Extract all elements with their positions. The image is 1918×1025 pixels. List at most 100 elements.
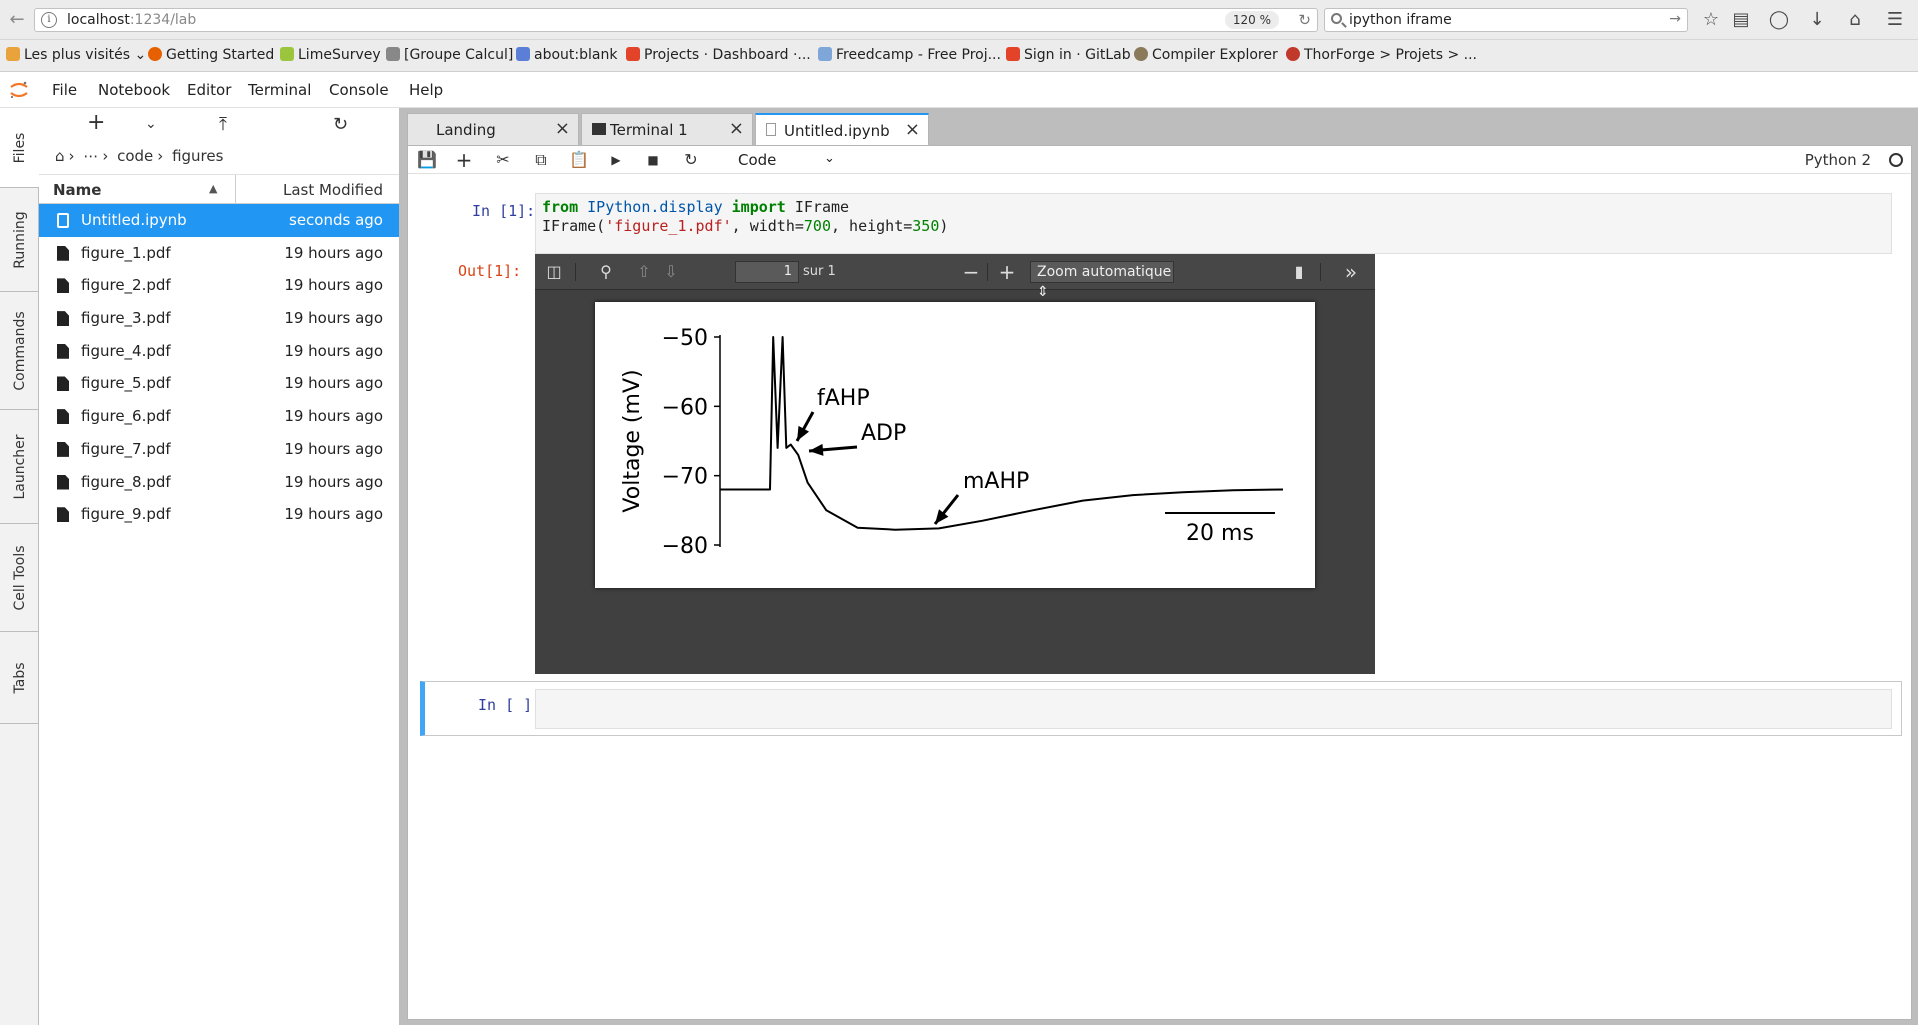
page-number-input[interactable]: 1 — [735, 261, 799, 283]
bookmark-item[interactable]: Freedcamp - Free Proj... — [818, 47, 1001, 63]
upload-icon[interactable]: ⤒ — [219, 114, 227, 135]
next-page-icon[interactable]: ⇩ — [664, 262, 678, 281]
menu-notebook[interactable]: Notebook — [98, 81, 171, 99]
new-launcher-icon[interactable]: + — [87, 110, 106, 135]
file-icon — [57, 507, 69, 523]
url-bar[interactable]: i localhost:1234/lab 120 % ↻ — [34, 8, 1318, 32]
bookmark-icon[interactable]: ▮ — [1294, 262, 1304, 281]
file-row[interactable]: figure_3.pdf 19 hours ago — [39, 302, 399, 335]
file-name: Untitled.ipynb — [81, 211, 187, 229]
menu-help[interactable]: Help — [409, 81, 444, 99]
firefox-icon — [148, 47, 162, 61]
file-row[interactable]: figure_8.pdf 19 hours ago — [39, 466, 399, 499]
library-icon[interactable]: ▤ — [1732, 9, 1750, 30]
file-row[interactable]: figure_9.pdf 19 hours ago — [39, 498, 399, 531]
voltage-trace-line — [720, 336, 1284, 531]
bookmark-item[interactable]: Sign in · GitLab — [1006, 47, 1131, 63]
zoom-in-icon[interactable]: + — [998, 260, 1016, 284]
tools-menu-icon[interactable]: » — [1344, 260, 1358, 284]
tab-files[interactable]: Files — [0, 108, 39, 188]
zoom-out-icon[interactable]: − — [962, 260, 980, 284]
sidebar-toggle-icon[interactable]: ◫ — [546, 262, 562, 281]
file-modified: 19 hours ago — [284, 439, 383, 458]
tab-tabs[interactable]: Tabs — [0, 632, 39, 724]
save-icon[interactable]: 💾 — [417, 150, 437, 169]
bookmark-item[interactable]: Les plus visités ⌄ — [6, 47, 146, 63]
file-icon — [57, 409, 69, 425]
tab-running[interactable]: Running — [0, 188, 39, 292]
insert-cell-icon[interactable]: + — [455, 148, 473, 172]
tab-launcher[interactable]: Launcher — [0, 410, 39, 524]
bookmark-item[interactable]: ThorForge > Projets > ... — [1286, 47, 1477, 63]
search-bar[interactable]: ipython iframe → — [1324, 8, 1688, 32]
column-divider[interactable] — [235, 175, 236, 205]
code-editor-empty[interactable] — [535, 689, 1892, 729]
column-modified-header[interactable]: Last Modified — [282, 181, 383, 199]
cell-type-select[interactable]: Code — [738, 151, 777, 169]
restart-icon[interactable]: ↻ — [684, 150, 698, 169]
back-arrow-icon[interactable]: ← — [9, 9, 25, 30]
column-name-header[interactable]: Name — [53, 181, 102, 199]
menu-editor[interactable]: Editor — [187, 81, 232, 99]
copy-icon[interactable]: ⧉ — [535, 150, 547, 169]
notebook-toolbar: 💾 + ✂ ⧉ 📋 ▶ ■ ↻ Code ⌄ Python 2 — [408, 146, 1911, 174]
file-row[interactable]: figure_1.pdf 19 hours ago — [39, 237, 399, 270]
y-axis-label: Voltage (mV) — [620, 369, 645, 512]
cut-icon[interactable]: ✂ — [496, 150, 510, 169]
file-row[interactable]: figure_6.pdf 19 hours ago — [39, 400, 399, 433]
tab-commands[interactable]: Commands — [0, 292, 39, 410]
bookmark-item[interactable]: about:blank — [516, 47, 617, 63]
previous-page-icon[interactable]: ⇧ — [637, 262, 651, 281]
file-row[interactable]: figure_4.pdf 19 hours ago — [39, 335, 399, 368]
tab-landing[interactable]: Landing × — [407, 113, 579, 145]
file-modified: 19 hours ago — [284, 276, 383, 295]
bookmark-item[interactable]: LimeSurvey — [280, 47, 381, 63]
crumb-code[interactable]: code — [117, 147, 154, 165]
kernel-name[interactable]: Python 2 — [1804, 151, 1871, 169]
info-icon[interactable]: i — [41, 12, 57, 28]
thorforge-icon — [1286, 47, 1300, 61]
star-icon[interactable]: ☆ — [1702, 9, 1720, 30]
pdf-viewer-iframe[interactable]: ◫ ⚲ ⇧ ⇩ 1 sur 1 − + Zoom automatique ⇕ ▮… — [535, 254, 1375, 674]
code-line: IFrame('figure_1.pdf', width=700, height… — [542, 217, 949, 235]
home-icon[interactable]: ⌂ — [1849, 9, 1861, 30]
menu-file[interactable]: File — [52, 81, 78, 99]
close-icon[interactable]: × — [554, 118, 570, 139]
menu-terminal[interactable]: Terminal — [248, 81, 312, 99]
stop-icon[interactable]: ■ — [647, 153, 659, 167]
home-icon[interactable]: ⌂ — [55, 147, 65, 165]
file-row[interactable]: figure_2.pdf 19 hours ago — [39, 269, 399, 302]
menu-console[interactable]: Console — [329, 81, 389, 99]
chevron-down-icon[interactable]: ⌄ — [824, 151, 835, 166]
zoom-select[interactable]: Zoom automatique ⇕ — [1030, 261, 1174, 300]
pocket-icon[interactable]: ◯ — [1768, 9, 1790, 30]
url-text: localhost:1234/lab — [67, 12, 197, 28]
crumb-figures[interactable]: figures — [172, 147, 224, 165]
file-row[interactable]: figure_5.pdf 19 hours ago — [39, 367, 399, 400]
paste-icon[interactable]: 📋 — [569, 150, 589, 169]
go-arrow-icon[interactable]: → — [1669, 11, 1681, 27]
file-row[interactable]: Untitled.ipynb seconds ago — [39, 204, 399, 237]
tab-terminal[interactable]: Terminal 1 × — [581, 113, 753, 145]
ellipsis-crumb[interactable]: ⋯ — [83, 147, 99, 165]
bookmark-item[interactable]: [Groupe Calcul] — [386, 47, 513, 63]
file-browser: + ⌄ ⤒ ↻ ⌂ › ⋯ › code › figures Name ▲ Last … — [39, 108, 400, 1025]
bookmark-item[interactable]: Getting Started — [148, 47, 274, 63]
run-icon[interactable]: ▶ — [611, 153, 621, 167]
download-icon[interactable]: ↓ — [1809, 9, 1825, 30]
tab-untitled-notebook[interactable]: Untitled.ipynb × — [755, 113, 929, 146]
bookmark-item[interactable]: Projects · Dashboard ·... — [626, 47, 811, 63]
zoom-badge[interactable]: 120 % — [1224, 11, 1279, 29]
chevron-down-icon[interactable]: ⌄ — [145, 116, 157, 132]
close-icon[interactable]: × — [728, 118, 744, 139]
file-row[interactable]: figure_7.pdf 19 hours ago — [39, 433, 399, 466]
file-icon — [57, 376, 69, 392]
tab-cell-tools[interactable]: Cell Tools — [0, 524, 39, 632]
reload-icon[interactable]: ↻ — [1298, 11, 1311, 29]
hamburger-menu-icon[interactable]: ☰ — [1886, 9, 1904, 30]
refresh-icon[interactable]: ↻ — [333, 114, 349, 135]
bookmark-item[interactable]: Compiler Explorer — [1134, 47, 1278, 63]
close-icon[interactable]: × — [904, 119, 920, 140]
find-icon[interactable]: ⚲ — [600, 262, 612, 281]
code-editor[interactable]: from IPython.display import IFrame IFram… — [535, 193, 1892, 254]
